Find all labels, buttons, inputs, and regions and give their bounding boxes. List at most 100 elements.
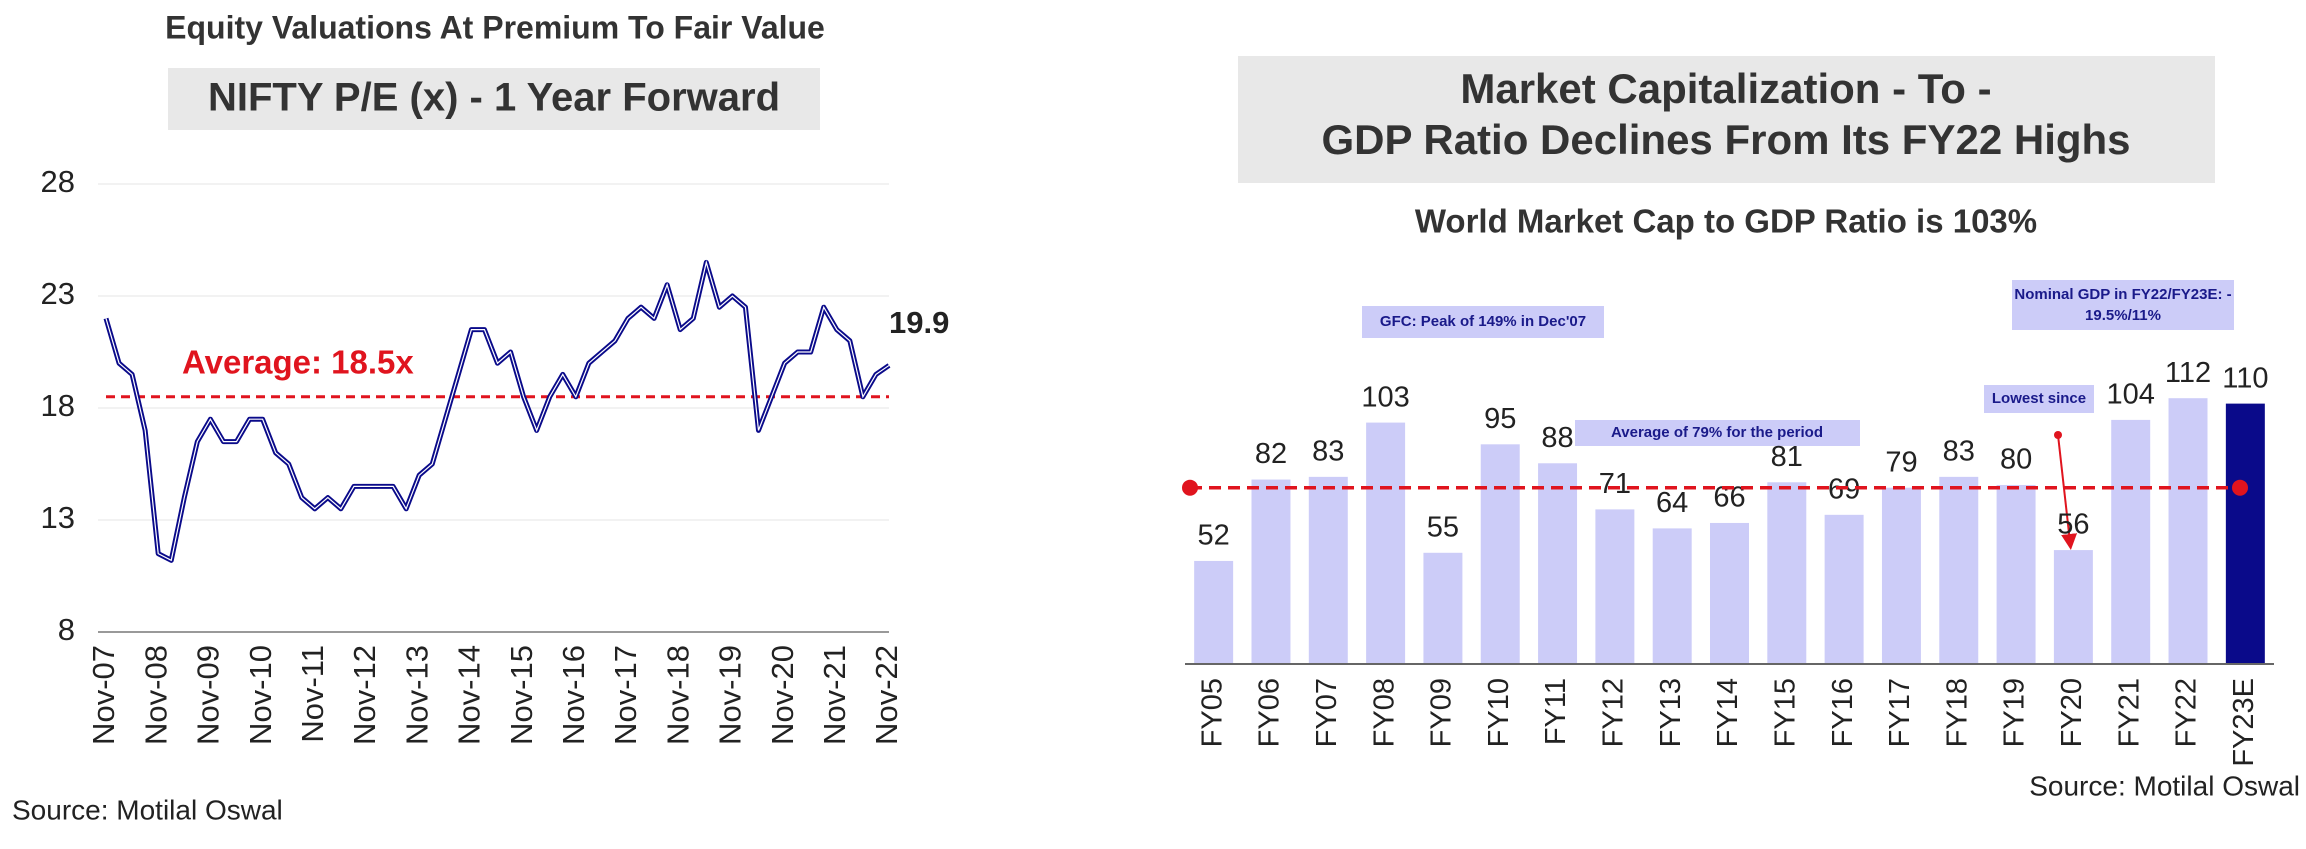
bar: [1251, 479, 1291, 664]
x-tick-label: Nov-11: [295, 645, 330, 743]
x-tick-label: FY16: [1827, 678, 1859, 747]
value-label: 110: [2222, 362, 2268, 394]
average-label: Average: 18.5x: [182, 344, 414, 381]
x-tick-label: Nov-21: [817, 645, 852, 745]
y-tick-label: 8: [58, 612, 75, 647]
x-tick-label: Nov-19: [713, 645, 748, 745]
x-tick-label: FY20: [2056, 678, 2088, 747]
average-dot: [2232, 479, 2248, 496]
x-tick-label: FY12: [1598, 678, 1630, 747]
right-title: GDP Ratio Declines From Its FY22 Highs: [1321, 116, 2130, 163]
right-subtitle: World Market Cap to GDP Ratio is 103%: [1415, 203, 2037, 240]
x-tick-label: Nov-07: [86, 645, 121, 745]
average-dot: [1182, 479, 1198, 496]
annotation-box: [1984, 385, 2094, 413]
subtitle-box: [168, 68, 820, 130]
x-tick-label: FY06: [1254, 678, 1286, 747]
right-title: Market Capitalization - To -: [1460, 65, 1991, 112]
bar: [2053, 550, 2093, 664]
value-label: 71: [1599, 468, 1631, 500]
bar: [1194, 560, 1234, 664]
x-tick-label: FY07: [1311, 678, 1343, 747]
value-label: 103: [1361, 381, 1409, 413]
x-tick-label: FY09: [1426, 678, 1458, 747]
x-tick-label: FY23E: [2228, 678, 2260, 767]
bar: [1595, 509, 1635, 664]
value-label: 80: [2000, 444, 2032, 476]
x-tick-label: Nov-22: [869, 645, 904, 745]
annotation-box: [1575, 420, 1860, 446]
value-label: 52: [1198, 520, 1230, 552]
right-source: Source: Motilal Oswal: [2029, 770, 2300, 801]
x-tick-label: Nov-20: [765, 645, 800, 745]
value-label: 79: [1885, 446, 1917, 478]
annotation: Lowest since: [1992, 390, 2086, 407]
bar: [1996, 484, 2036, 664]
bar: [2111, 419, 2151, 664]
value-label: 88: [1541, 422, 1573, 454]
y-tick-label: 13: [41, 500, 75, 535]
bar: [1538, 463, 1578, 664]
bar: [1767, 482, 1807, 664]
annotation: 19.5%/11%: [2085, 307, 2161, 324]
x-tick-label: Nov-16: [556, 645, 591, 745]
end-label: 19.9: [889, 305, 949, 340]
value-label: 82: [1255, 438, 1287, 470]
bar: [1652, 528, 1692, 664]
value-label: 56: [2057, 509, 2089, 541]
left-source: Source: Motilal Oswal: [12, 794, 283, 825]
value-label: 55: [1427, 511, 1459, 543]
bar: [1366, 422, 1406, 664]
x-tick-label: Nov-13: [399, 645, 434, 745]
bar: [1480, 444, 1520, 664]
left-title: Equity Valuations At Premium To Fair Val…: [165, 9, 825, 45]
x-tick-label: Nov-10: [243, 645, 278, 745]
x-tick-label: FY11: [1540, 678, 1572, 745]
y-tick-label: 28: [41, 164, 75, 199]
value-label: 112: [2165, 357, 2211, 389]
x-tick-label: Nov-09: [191, 645, 226, 745]
bar: [2225, 403, 2265, 664]
x-tick-label: FY14: [1712, 678, 1744, 747]
bar: [1710, 522, 1749, 664]
value-label: 69: [1828, 473, 1860, 505]
annotation-box: [2012, 280, 2234, 330]
bar: [1824, 514, 1864, 664]
y-tick-label: 23: [41, 276, 75, 311]
x-tick-label: FY17: [1884, 678, 1916, 747]
value-label: 81: [1771, 441, 1803, 473]
value-label: 83: [1312, 436, 1344, 468]
x-tick-label: Nov-08: [138, 645, 173, 745]
x-tick-label: FY22: [2171, 678, 2203, 747]
x-tick-label: FY18: [1941, 678, 1973, 747]
y-tick-label: 18: [41, 388, 75, 423]
x-tick-label: Nov-15: [504, 645, 539, 745]
x-tick-label: FY10: [1483, 678, 1515, 747]
value-label: 104: [2107, 379, 2155, 411]
x-tick-label: FY13: [1655, 678, 1687, 747]
annotation: Nominal GDP in FY22/FY23E: -: [2014, 286, 2231, 303]
x-tick-label: Nov-17: [608, 645, 643, 745]
pe-line: [103, 259, 891, 563]
bar: [1881, 487, 1921, 664]
annotation-box: [1362, 306, 1604, 338]
bar: [1308, 476, 1348, 664]
value-label: 95: [1484, 403, 1516, 435]
x-tick-label: FY19: [1999, 678, 2031, 747]
bar: [1423, 552, 1463, 664]
x-tick-label: Nov-12: [347, 645, 382, 745]
value-label: 83: [1943, 436, 1975, 468]
x-tick-label: FY21: [2113, 678, 2145, 747]
bar: [1939, 476, 1979, 664]
value-label: 64: [1656, 487, 1688, 519]
bar: [2168, 398, 2208, 664]
title-box: [1238, 56, 2215, 183]
annotation: GFC: Peak of 149% in Dec'07: [1380, 313, 1586, 330]
x-tick-label: FY08: [1368, 678, 1400, 747]
pe-line-inner: [105, 260, 890, 562]
left-subtitle: NIFTY P/E (x) - 1 Year Forward: [208, 76, 780, 120]
annotation: Average of 79% for the period: [1611, 424, 1823, 441]
x-tick-label: Nov-18: [660, 645, 695, 745]
x-tick-label: Nov-14: [452, 645, 487, 745]
